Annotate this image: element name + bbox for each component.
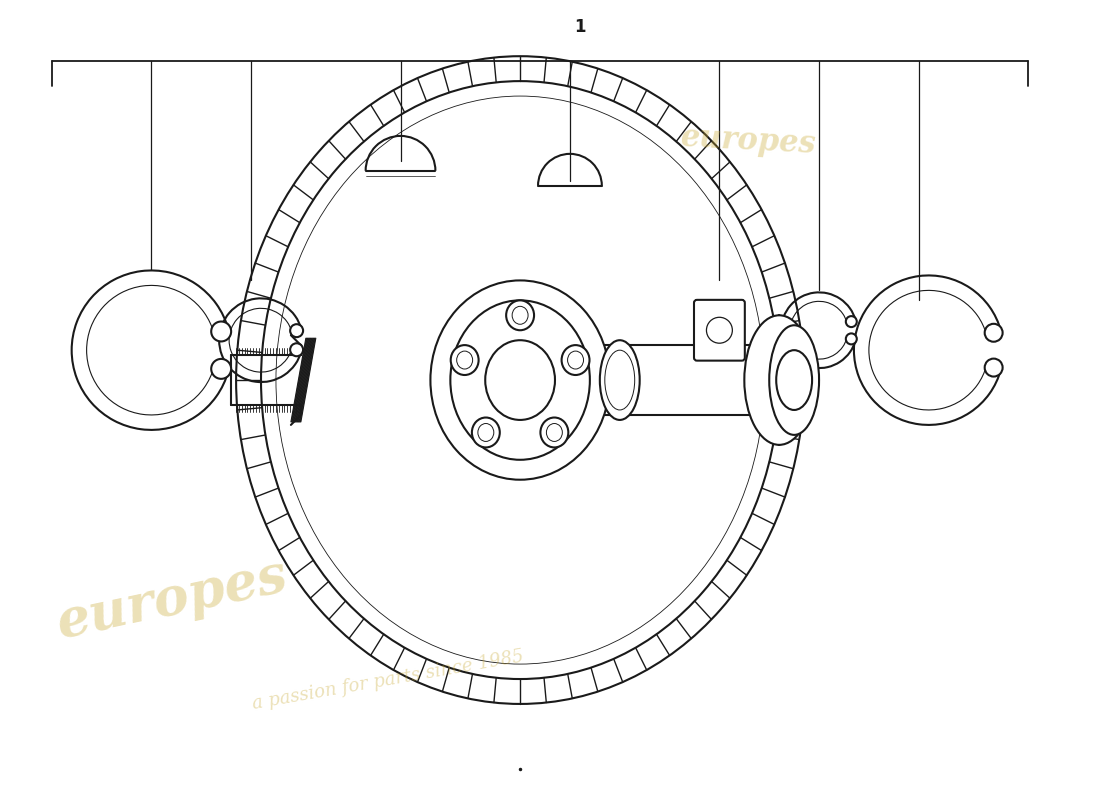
Ellipse shape [456, 351, 473, 369]
Ellipse shape [506, 300, 535, 330]
Ellipse shape [485, 340, 556, 420]
Ellipse shape [450, 300, 590, 460]
Circle shape [211, 322, 231, 342]
Circle shape [290, 343, 304, 356]
Circle shape [211, 359, 231, 379]
Circle shape [290, 324, 304, 337]
Ellipse shape [477, 423, 494, 442]
Ellipse shape [769, 326, 820, 435]
Ellipse shape [261, 81, 779, 679]
Circle shape [984, 358, 1002, 377]
Text: europes: europes [52, 550, 293, 649]
Ellipse shape [600, 340, 640, 420]
Ellipse shape [451, 345, 478, 375]
Ellipse shape [276, 96, 764, 664]
Ellipse shape [777, 350, 812, 410]
Circle shape [846, 334, 857, 344]
Ellipse shape [513, 306, 528, 324]
Circle shape [984, 324, 1002, 342]
Ellipse shape [472, 418, 499, 447]
Ellipse shape [745, 315, 814, 445]
Text: a passion for parts since 1985: a passion for parts since 1985 [251, 647, 526, 713]
Text: europes: europes [680, 122, 817, 160]
Ellipse shape [562, 345, 590, 375]
Ellipse shape [568, 351, 583, 369]
Circle shape [706, 318, 733, 343]
Text: 1: 1 [574, 18, 585, 36]
Ellipse shape [430, 281, 609, 480]
Ellipse shape [540, 418, 569, 447]
Ellipse shape [547, 423, 562, 442]
Ellipse shape [605, 350, 635, 410]
Ellipse shape [236, 56, 804, 704]
Circle shape [846, 316, 857, 327]
FancyBboxPatch shape [694, 300, 745, 361]
